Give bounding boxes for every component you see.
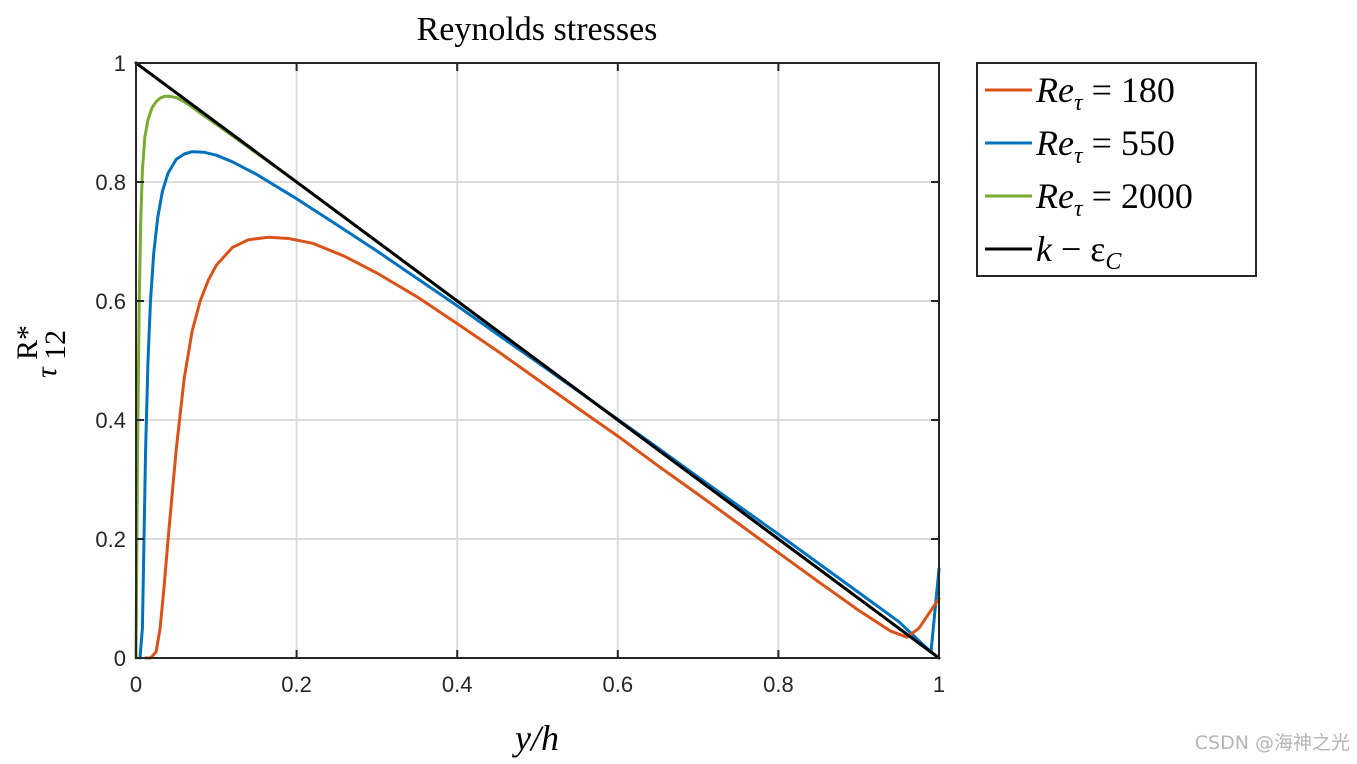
y-axis-label: τ R* 12 — [11, 325, 72, 378]
y-tick-label: 0.8 — [95, 170, 126, 195]
watermark: CSDN @海神之光 — [1195, 732, 1350, 754]
legend-box — [976, 62, 1257, 277]
tick-marks — [135, 62, 940, 659]
axes-box — [135, 62, 940, 659]
series-line-1 — [144, 235, 941, 660]
x-tick-label: 0 — [130, 672, 142, 697]
y-tick-label: 1 — [114, 51, 126, 76]
x-tick-label: 0.8 — [763, 672, 794, 697]
series-layer — [134, 61, 941, 660]
x-tick-label: 0.6 — [603, 672, 634, 697]
y-tick-label: 0.4 — [95, 408, 126, 433]
y-axis-label-sup: R* — [11, 325, 44, 360]
y-axis-label-sub: 12 — [39, 330, 72, 360]
y-tick-label: 0.6 — [95, 289, 126, 314]
legend-label-2: Reτ = 550 — [1035, 123, 1175, 169]
x-tick-label: 0.2 — [281, 672, 312, 697]
y-tick-labels: 0 0.2 0.4 0.6 0.8 1 — [95, 51, 126, 671]
x-tick-label: 0.4 — [442, 672, 473, 697]
y-tick-label: 0.2 — [95, 527, 126, 552]
x-axis-label: y/h — [512, 718, 559, 758]
chart-title: Reynolds stresses — [417, 11, 658, 48]
y-axis-label-base: τ — [30, 366, 63, 378]
x-tick-labels: 0 0.2 0.4 0.6 0.8 1 — [130, 672, 945, 697]
legend-label-1: Reτ = 180 — [1035, 70, 1175, 116]
series-line-4 — [134, 61, 941, 660]
legend: Reτ = 180 Reτ = 550 Reτ = 2000 k − εC — [976, 62, 1257, 277]
legend-label-3: Reτ = 2000 — [1035, 176, 1193, 222]
series-line-2 — [138, 150, 941, 660]
y-tick-label: 0 — [114, 646, 126, 671]
legend-label-4: k − εC — [1036, 229, 1122, 275]
x-tick-label: 1 — [933, 672, 945, 697]
